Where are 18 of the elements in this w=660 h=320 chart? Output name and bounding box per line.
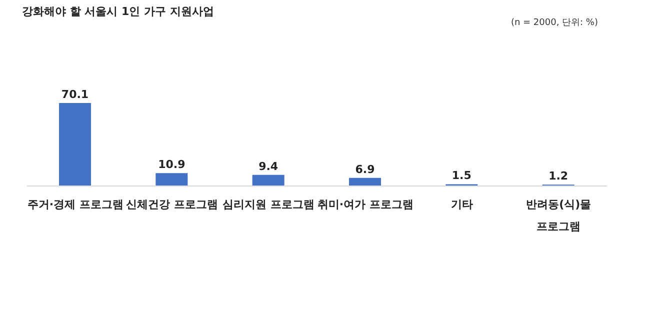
- bar: [252, 174, 284, 186]
- text: (n = 2000, 단위: %): [510, 17, 598, 29]
- bar: [349, 178, 381, 186]
- x-tick-label: 기타: [451, 198, 473, 211]
- data-label: 9.4: [258, 160, 278, 173]
- bar: [156, 173, 188, 186]
- x-tick-label: 취미·여가 프로그램: [317, 198, 414, 211]
- x-tick-label: 신체건강 프로그램: [126, 198, 218, 211]
- bar: [59, 103, 91, 186]
- data-label: 70.1: [61, 88, 89, 101]
- x-tick-label: 주거·경제 프로그램: [27, 198, 124, 211]
- chart-title: 강화해야 할 서울시 1인 가구 지원사업: [22, 4, 214, 19]
- data-label: 6.9: [355, 162, 375, 176]
- data-label: 1.2: [548, 170, 568, 183]
- x-tick-label: 심리지원 프로그램: [222, 198, 315, 211]
- data-label: 10.9: [158, 158, 186, 172]
- data-label: 1.5: [452, 169, 472, 182]
- x-tick-label: 반려동(식)물 프로그램: [526, 198, 592, 233]
